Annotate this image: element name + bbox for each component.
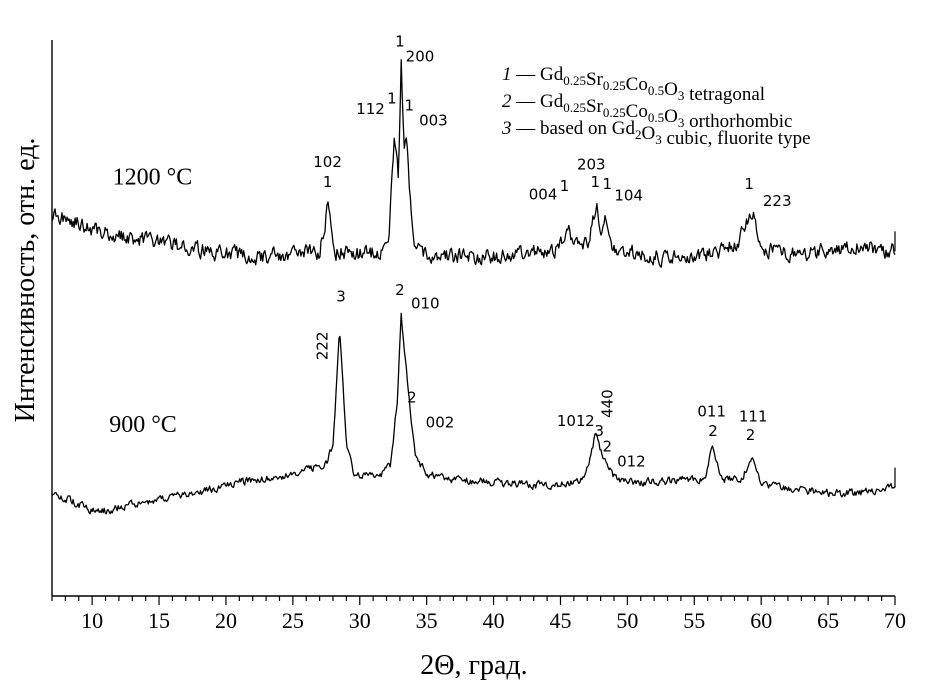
x-tick-label: 15	[148, 608, 170, 633]
peak-label: 011	[697, 402, 726, 420]
legend-prefix: based on	[540, 118, 612, 139]
legend-subscript: 0.25	[563, 73, 586, 88]
temperature-label: 900 °C	[109, 412, 177, 438]
legend-entry: 2 — Gd0.25Sr0.25Co0.5O3 orthorhombic	[502, 91, 793, 132]
legend-subscript: 3	[655, 132, 662, 147]
x-tick-label: 30	[349, 608, 371, 633]
peak-label: 1	[591, 173, 601, 191]
legend-element: Sr	[586, 96, 604, 117]
peak-label: 222	[314, 331, 332, 360]
legend-element: O	[642, 123, 656, 144]
legend-subscript: 0.25	[563, 100, 586, 115]
legend-element: Gd	[540, 64, 564, 85]
peak-label: 2	[395, 281, 405, 299]
peak-label: 203	[577, 156, 606, 174]
peak-label: 2	[746, 426, 756, 444]
peak-label: 002	[426, 414, 455, 432]
x-axis-title: 2Θ, град.	[420, 650, 527, 681]
peak-label: 2	[585, 412, 595, 430]
legend-number: 1	[502, 64, 512, 85]
x-tick-label: 50	[616, 608, 638, 633]
legend-subscript: 0.25	[603, 78, 626, 93]
x-tick-label: 45	[549, 608, 571, 633]
legend-element: O	[664, 106, 678, 127]
legend-dash: —	[512, 118, 541, 139]
peak-label: 3	[336, 287, 346, 305]
x-tick-label: 55	[683, 608, 705, 633]
legend-element: Co	[626, 101, 648, 122]
legend-subscript: 3	[678, 88, 685, 103]
legend-element: Co	[626, 74, 648, 95]
legend-number: 2	[502, 91, 512, 112]
legend-subscript: 3	[678, 115, 685, 130]
legend-number: 3	[501, 118, 512, 139]
x-tick-label: 20	[215, 608, 237, 633]
legend-dash: —	[512, 64, 541, 85]
x-tick-label: 10	[81, 608, 103, 633]
peak-label: 104	[614, 187, 643, 205]
x-tick-label: 35	[416, 608, 438, 633]
peak-label: 1	[603, 175, 613, 193]
y-axis-title: Интенсивность, отн. ед.	[10, 138, 41, 423]
legend-subscript: 0.5	[648, 110, 664, 125]
legend-dash: —	[512, 91, 541, 112]
peak-label: 2	[407, 389, 417, 407]
peak-label: 223	[763, 192, 792, 210]
peak-label: 1	[387, 89, 397, 107]
legend-element: Gd	[540, 91, 564, 112]
legend-suffix: cubic, fluorite type	[662, 128, 811, 149]
peak-label: 012	[617, 453, 646, 471]
traces	[51, 59, 896, 515]
peak-label: 1	[395, 33, 405, 51]
x-tick-label: 60	[750, 608, 772, 633]
peak-label: 004	[529, 186, 558, 204]
peak-label: 1	[405, 97, 415, 115]
peak-label: 003	[419, 112, 448, 130]
legend-subscript: 0.25	[603, 105, 626, 120]
x-tick-label: 25	[282, 608, 304, 633]
legend-element: Gd	[612, 118, 636, 139]
x-tick-label: 65	[817, 608, 839, 633]
x-ticks: 10 15 20 25 30 35 40 45 50 55 60 65 70	[51, 596, 906, 633]
legend-element: O	[664, 79, 678, 100]
legend-suffix: orthorhombic	[684, 111, 792, 132]
legend-entry: 3 — based on Gd2O3 cubic, fluorite type	[501, 118, 811, 149]
peak-label: 101	[557, 412, 586, 430]
temperature-label: 1200 °C	[113, 165, 193, 191]
peak-label: 112	[356, 100, 385, 118]
peak-label: 3	[595, 422, 605, 440]
series-line-1	[51, 312, 896, 515]
peak-label: 102	[313, 153, 342, 171]
series-line-0	[51, 59, 896, 268]
peak-label: 1	[560, 177, 570, 195]
peak-label: 111	[739, 407, 768, 425]
x-tick-label: 70	[884, 608, 906, 633]
peak-label: 2	[603, 437, 613, 455]
peak-label: 2	[708, 422, 718, 440]
peak-label: 440	[599, 389, 617, 418]
peak-label: 1	[323, 173, 333, 191]
x-tick-label: 40	[483, 608, 505, 633]
peak-label: 010	[411, 295, 440, 313]
legend-subscript: 2	[635, 127, 642, 142]
legend-suffix: tetragonal	[684, 84, 765, 105]
peak-label: 200	[406, 48, 435, 66]
legend-element: Sr	[586, 69, 604, 90]
peak-label: 1	[744, 175, 754, 193]
legend-subscript: 0.5	[648, 83, 664, 98]
axes	[51, 40, 895, 597]
legend-entry: 1 — Gd0.25Sr0.25Co0.5O3 tetragonal	[502, 64, 765, 105]
